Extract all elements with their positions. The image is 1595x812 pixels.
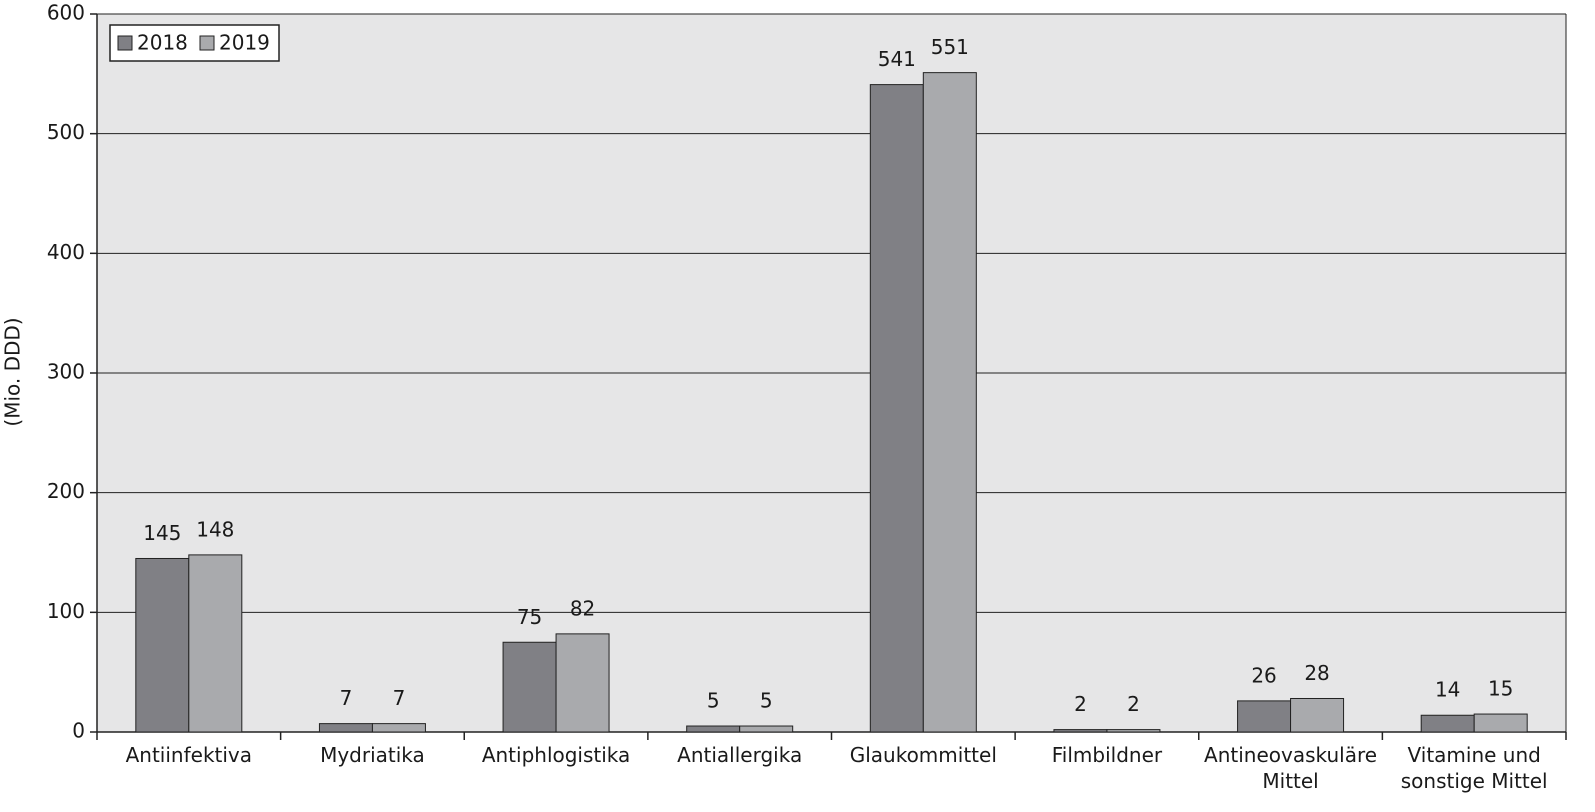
bar <box>188 554 243 733</box>
y-tick-label: 100 <box>47 599 85 623</box>
x-tick-label: Mydriatika <box>320 743 425 767</box>
x-tick-label: Vitamine und sonstige Mittel <box>1400 743 1548 793</box>
x-tick-label: Antiallergika <box>677 743 803 767</box>
x-tick-label: Filmbildner <box>1051 743 1163 767</box>
value-label: 14 <box>1435 678 1460 702</box>
y-tick-label: 0 <box>72 719 85 743</box>
x-tick-label-box: Vitamine und sonstige Mittel <box>1400 743 1548 793</box>
bar <box>135 557 190 733</box>
bar <box>739 725 794 733</box>
y-tick-label: 600 <box>47 1 85 25</box>
bar <box>318 723 373 733</box>
bar <box>1237 700 1292 733</box>
x-tick-label-box: Antiinfektiva <box>125 743 253 767</box>
x-tick-label-box: Filmbildner <box>1051 743 1163 767</box>
bar <box>686 725 741 733</box>
value-label: 5 <box>707 689 720 713</box>
bar <box>1420 714 1475 733</box>
legend-swatch <box>117 35 133 51</box>
bar <box>1053 729 1108 733</box>
bar <box>371 723 426 733</box>
x-tick-label-box: Antineovaskuläre Mittel <box>1204 743 1378 793</box>
value-label: 26 <box>1251 663 1276 687</box>
legend-box <box>109 24 280 62</box>
value-label: 75 <box>517 605 542 629</box>
value-label: 2 <box>1127 692 1140 716</box>
value-label: 82 <box>570 596 595 620</box>
bar <box>869 84 924 733</box>
x-tick-label: Glaukommittel <box>849 743 997 767</box>
bar <box>1290 697 1345 733</box>
x-tick-label-box: Mydriatika <box>320 743 425 767</box>
bar <box>922 72 977 733</box>
value-label: 148 <box>196 517 234 541</box>
bar <box>1473 713 1528 733</box>
value-label: 28 <box>1304 661 1329 685</box>
value-label: 7 <box>340 686 353 710</box>
value-label: 5 <box>760 689 773 713</box>
x-tick-label: Antineovaskuläre Mittel <box>1204 743 1378 793</box>
value-label: 2 <box>1074 692 1087 716</box>
y-tick-label: 500 <box>47 120 85 144</box>
x-tick-label-box: Glaukommittel <box>849 743 997 767</box>
x-tick-label-box: Antiphlogistika <box>481 743 631 767</box>
y-tick-label: 400 <box>47 240 85 264</box>
y-tick-label: 300 <box>47 360 85 384</box>
y-tick-label: 200 <box>47 479 85 503</box>
x-tick-label-box: Antiallergika <box>677 743 803 767</box>
legend-swatch <box>199 35 215 51</box>
bar <box>555 633 610 733</box>
value-label: 7 <box>393 686 406 710</box>
value-label: 541 <box>878 47 916 71</box>
value-label: 145 <box>143 521 181 545</box>
y-axis-label: (Mio. DDD) <box>1 317 25 426</box>
x-tick-label: Antiphlogistika <box>481 743 631 767</box>
value-label: 551 <box>931 35 969 59</box>
bar <box>1106 729 1161 733</box>
legend-label: 2018 <box>137 31 188 55</box>
x-tick-label: Antiinfektiva <box>125 743 253 767</box>
value-label: 15 <box>1488 677 1513 701</box>
legend-label: 2019 <box>219 31 270 55</box>
bar <box>502 641 557 733</box>
